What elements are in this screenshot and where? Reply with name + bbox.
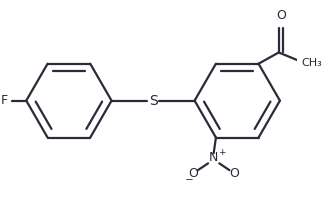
Text: F: F xyxy=(1,94,8,107)
Text: O: O xyxy=(276,9,286,22)
Text: CH₃: CH₃ xyxy=(301,58,322,68)
Text: S: S xyxy=(149,94,157,108)
Text: O: O xyxy=(229,167,239,180)
Text: N: N xyxy=(209,151,218,164)
Text: O: O xyxy=(189,167,198,180)
Text: +: + xyxy=(218,148,225,157)
Text: −: − xyxy=(185,175,193,185)
